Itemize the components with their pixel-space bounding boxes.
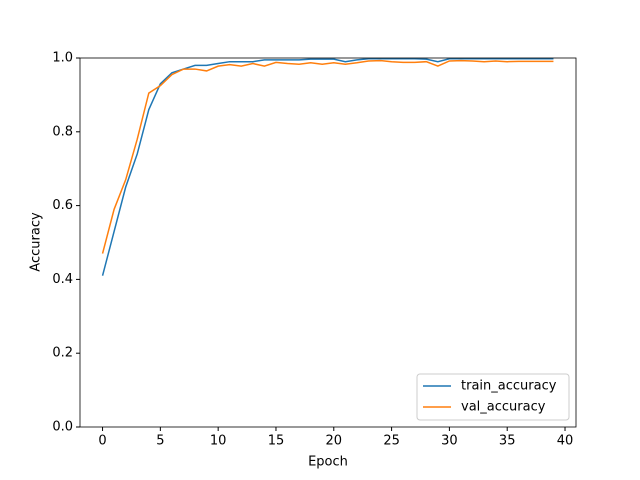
legend-label: train_accuracy bbox=[461, 379, 557, 394]
x-tick-label: 10 bbox=[210, 434, 227, 449]
plot-frame bbox=[79, 57, 577, 428]
x-tick-label: 25 bbox=[383, 434, 400, 449]
legend-box bbox=[416, 373, 570, 421]
y-tick-label: 0.2 bbox=[52, 346, 73, 361]
x-tick-label: 30 bbox=[441, 434, 458, 449]
x-tick-label: 35 bbox=[499, 434, 516, 449]
y-tick-label: 0.6 bbox=[52, 198, 73, 213]
line-series bbox=[101, 57, 554, 276]
line-series bbox=[101, 59, 554, 254]
x-axis-label: Epoch bbox=[308, 455, 348, 470]
x-tick-label: 20 bbox=[326, 434, 343, 449]
y-tick-label: 0.0 bbox=[52, 420, 73, 435]
legend-label: val_accuracy bbox=[461, 400, 546, 415]
y-tick-label: 0.8 bbox=[52, 124, 73, 139]
x-tick-label: 40 bbox=[557, 434, 574, 449]
y-tick-label: 0.4 bbox=[52, 272, 73, 287]
x-tick-label: 5 bbox=[156, 434, 164, 449]
x-tick-label: 15 bbox=[268, 434, 285, 449]
x-tick-label: 0 bbox=[98, 434, 106, 449]
y-tick-label: 1.0 bbox=[52, 51, 73, 66]
y-axis-label: Accuracy bbox=[29, 212, 44, 272]
